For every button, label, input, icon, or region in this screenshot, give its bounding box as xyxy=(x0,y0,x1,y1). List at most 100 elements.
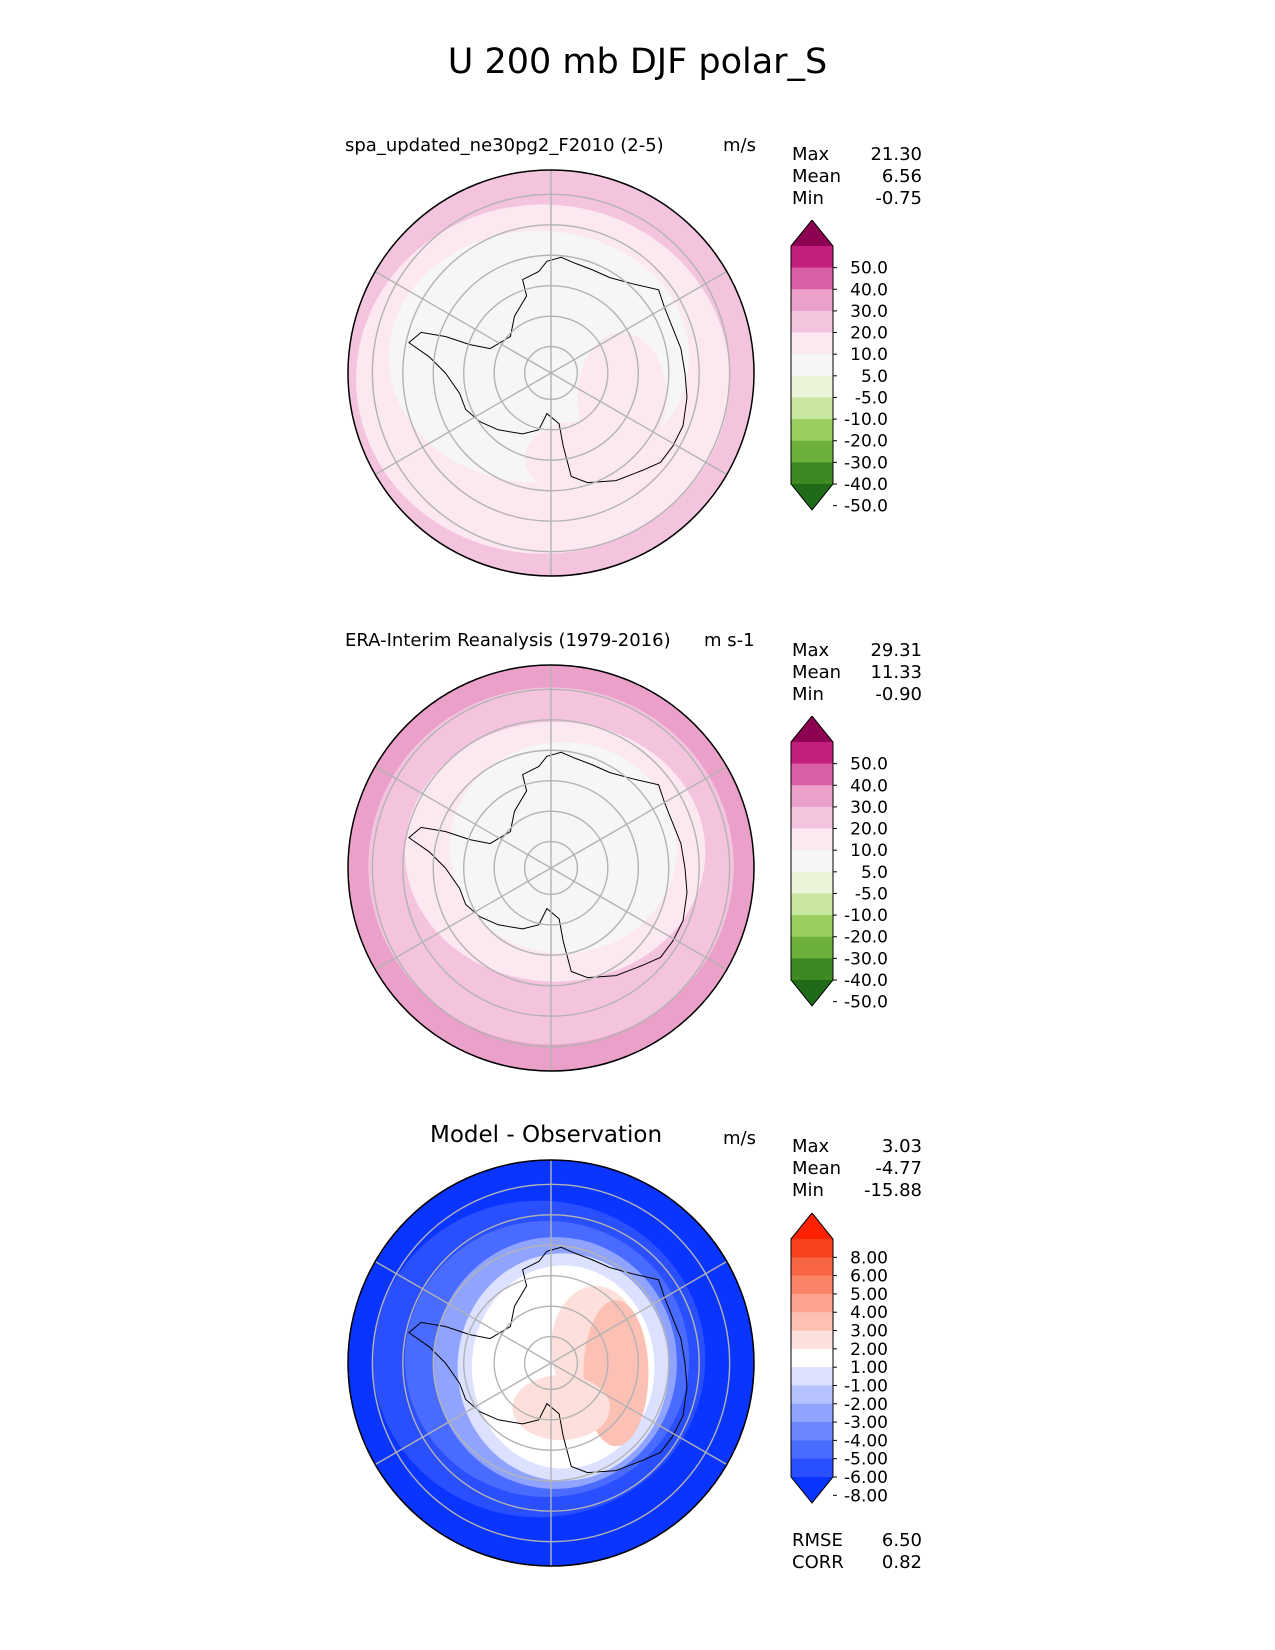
stat-label: Max xyxy=(792,1136,830,1157)
colorbar-tick-label: 10.0 xyxy=(850,841,888,861)
stat-value: -0.90 xyxy=(875,684,922,705)
colorbar-extend-bottom xyxy=(791,1477,833,1503)
colorbar-segment xyxy=(791,806,833,830)
stat-value: -4.77 xyxy=(875,1158,922,1179)
colorbar-3: 8.006.005.004.003.002.001.00-1.00-2.00-3… xyxy=(790,1213,888,1506)
stat-label: Min xyxy=(792,684,824,705)
stat-label: Mean xyxy=(792,662,842,683)
meridian-line xyxy=(374,1260,552,1364)
meridian-line xyxy=(550,1260,728,1364)
stat-label: Min xyxy=(792,1180,824,1201)
meridian-line xyxy=(550,765,728,869)
stat-label: Max xyxy=(792,640,830,661)
stat-value: -0.75 xyxy=(875,188,922,209)
colorbar-tick-label: 20.0 xyxy=(850,324,888,344)
map-field xyxy=(348,170,754,576)
panel-2-units: m s-1 xyxy=(704,630,755,651)
colorbar-tick-label: 6.00 xyxy=(850,1267,888,1287)
panel-3-footer-stats: RMSE 6.50 CORR 0.82 xyxy=(792,1530,922,1574)
colorbar-tick-label: -5.00 xyxy=(844,1450,888,1470)
colorbar-tick-label: -30.0 xyxy=(844,949,888,969)
colorbar-tick-label: 4.00 xyxy=(850,1303,888,1323)
colorbar-segment xyxy=(791,310,833,334)
colorbar-segment xyxy=(791,850,833,873)
colorbar-tick-label: -2.00 xyxy=(844,1395,888,1415)
panel-2-title: ERA-Interim Reanalysis (1979-2016) xyxy=(345,630,671,651)
coastline xyxy=(408,256,688,484)
meridian-line xyxy=(374,765,552,869)
colorbar-segment xyxy=(791,1293,833,1313)
stat-value: 11.33 xyxy=(870,662,922,683)
stat-label: Min xyxy=(792,188,824,209)
colorbar-tick-label: -10.0 xyxy=(844,906,888,926)
colorbar-tick-label: 5.00 xyxy=(850,1285,888,1305)
colorbar-segment xyxy=(791,375,833,398)
colorbar-segment xyxy=(791,289,833,312)
colorbar-segment xyxy=(791,354,833,377)
colorbar-segment xyxy=(791,1458,833,1478)
stat-value: 3.03 xyxy=(881,1136,922,1157)
panel-1-units: m/s xyxy=(723,135,756,156)
colorbar-tick-label: -50.0 xyxy=(844,993,888,1013)
map-field xyxy=(348,1160,754,1566)
colorbar-extend-bottom xyxy=(791,980,833,1006)
coastline xyxy=(408,1246,688,1474)
colorbar-tick-label: -40.0 xyxy=(844,971,888,991)
colorbar-segment xyxy=(791,440,833,463)
stat-label: Max xyxy=(792,144,830,165)
colorbar-segment xyxy=(791,267,833,290)
map-boundary xyxy=(347,664,755,1072)
coastline xyxy=(408,751,688,979)
colorbar-segment xyxy=(791,1385,833,1405)
colorbar-tick-label: -4.00 xyxy=(844,1431,888,1451)
colorbar-segment xyxy=(791,1257,833,1277)
colorbar-tick-label: 30.0 xyxy=(850,798,888,818)
colorbar-segment xyxy=(791,871,833,894)
stat-value: 6.56 xyxy=(881,166,922,187)
colorbar-tick-label: 50.0 xyxy=(850,755,888,775)
colorbar-segment xyxy=(791,763,833,786)
meridian-line xyxy=(550,270,728,374)
map-boundary xyxy=(347,1159,755,1567)
colorbar-tick-label: -40.0 xyxy=(844,475,888,495)
colorbar-segment xyxy=(791,915,833,938)
stat-label: Mean xyxy=(792,1158,842,1179)
colorbar-tick-label: 30.0 xyxy=(850,302,888,322)
colorbar-tick-label: 20.0 xyxy=(850,820,888,840)
colorbar-tick-label: 5.0 xyxy=(861,367,888,387)
stat-label: Mean xyxy=(792,166,842,187)
panel-1-stats: Max 21.30 Mean 6.56 Min -0.75 xyxy=(792,144,922,210)
colorbar-tick-label: -20.0 xyxy=(844,432,888,452)
colorbar-tick-label: 3.00 xyxy=(850,1322,888,1342)
stat-value: 6.50 xyxy=(881,1530,922,1551)
colorbar-segment xyxy=(791,1403,833,1423)
colorbar-segment xyxy=(791,893,833,916)
stat-value: -15.88 xyxy=(863,1180,922,1201)
meridian-line xyxy=(374,270,552,374)
meridian-line xyxy=(550,1362,728,1466)
colorbar-tick-label: 1.00 xyxy=(850,1358,888,1378)
stat-value: 21.30 xyxy=(870,144,922,165)
colorbar-segment xyxy=(791,1330,833,1350)
colorbar-segment xyxy=(791,1239,833,1258)
meridian-line xyxy=(550,372,728,476)
colorbar-segment xyxy=(791,958,833,981)
colorbar-segment xyxy=(791,1422,833,1441)
panel-3-title: Model - Observation xyxy=(430,1122,663,1148)
meridian-line xyxy=(374,372,552,476)
panel-2-stats: Max 29.31 Mean 11.33 Min -0.90 xyxy=(792,640,922,706)
colorbar-tick-label: -10.0 xyxy=(844,410,888,430)
colorbar-tick-label: 8.00 xyxy=(850,1248,888,1268)
colorbar-segment xyxy=(791,397,833,420)
polar-map-2 xyxy=(347,664,755,1072)
colorbar-tick-label: -5.0 xyxy=(855,388,888,408)
colorbar-tick-label: -5.0 xyxy=(855,884,888,904)
colorbar-tick-label: -1.00 xyxy=(844,1376,888,1396)
colorbar-tick-label: -20.0 xyxy=(844,928,888,948)
colorbar-tick-label: 10.0 xyxy=(850,345,888,365)
colorbar-segment xyxy=(791,1348,833,1368)
colorbar-segment xyxy=(791,1275,833,1295)
panel-3-stats: Max 3.03 Mean -4.77 Min -15.88 xyxy=(792,1136,922,1202)
colorbar-extend-bottom xyxy=(791,484,833,510)
colorbar-segment xyxy=(791,936,833,959)
